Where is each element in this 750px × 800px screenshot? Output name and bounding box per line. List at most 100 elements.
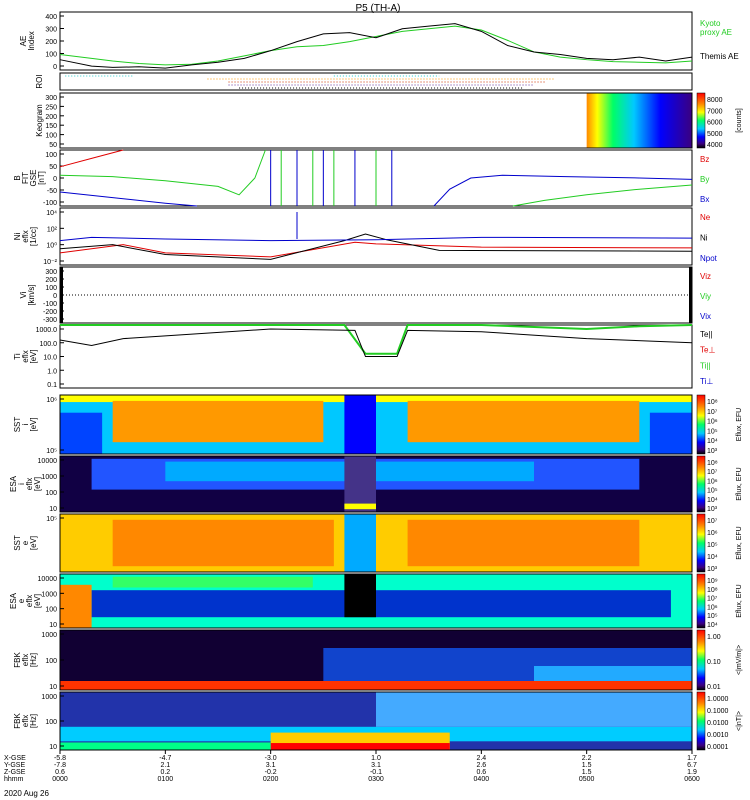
keogram-ylabel: Keogram — [35, 104, 44, 137]
esa-electron-ylabel: eflx — [25, 595, 34, 607]
sst-electron-ytick-tick: 10⁵ — [46, 516, 57, 523]
keogram-ytick-tick: 250 — [45, 104, 57, 111]
x-axis-tick-label: -3.0 — [265, 755, 277, 762]
esa-electron-ytick-tick: 10000 — [38, 576, 58, 583]
velocity-ylabel: Vi — [19, 291, 28, 298]
x-axis-row-label: hhmm — [4, 776, 24, 783]
bfield-ytick-tick: 100 — [45, 152, 57, 159]
sst-electron-ylabel: SST — [13, 535, 22, 551]
bfield-legend-1: By — [700, 175, 709, 184]
x-axis-tick-label: 2.1 — [160, 762, 170, 769]
sst-electron-colorbar-tick: 10⁵ — [707, 542, 718, 549]
esa-ion-ylabel: ESA — [9, 475, 18, 492]
sst-electron-colorbar-tick: 10⁴ — [707, 554, 718, 561]
bfield-by-2 — [512, 184, 693, 207]
esa-ion-region-3 — [344, 456, 376, 512]
sst-ion-region-5 — [60, 412, 103, 454]
fbk-b-ylabel: [Hz] — [29, 714, 38, 728]
esa-electron-ytick-tick: 10 — [49, 622, 57, 629]
temperature-ytick-tick: 10.0 — [43, 355, 57, 362]
velocity-ytick-tick: -300 — [43, 317, 57, 324]
keogram-colorbar-tick: 7000 — [707, 108, 723, 115]
bfield-legend-0: Bz — [700, 155, 709, 164]
esa-electron-colorbar — [696, 573, 706, 629]
fbk-b-region-4 — [376, 692, 692, 727]
sst-electron-colorbar-tick: 10⁶ — [707, 530, 718, 537]
fbk-b-colorbar-tick: 1.0000 — [707, 696, 729, 703]
sst-electron-panel-frame — [59, 513, 693, 573]
x-axis-tick-label: 3.1 — [371, 762, 381, 769]
keogram-colorbar-tick: 4000 — [707, 142, 723, 149]
x-axis-tick-label: 0000 — [52, 776, 68, 783]
x-axis-tick-label: 0400 — [474, 776, 490, 783]
density-ytick-tick: 10² — [47, 226, 58, 233]
fbk-b-ylabel: eflx — [21, 715, 30, 727]
fbk-b-colorbar — [696, 691, 706, 751]
sst-ion-ylabel: [eV] — [29, 417, 38, 431]
bfield-ylabel: [nT] — [37, 171, 46, 185]
esa-ion-colorbar-tick: 10⁸ — [707, 460, 718, 467]
x-axis-tick-label: 2.4 — [476, 755, 486, 762]
x-axis-tick-label: 3.1 — [266, 762, 276, 769]
fbk-e-ylabel: FBK — [13, 652, 22, 668]
x-axis-tick-label: 0.2 — [160, 769, 170, 776]
esa-electron-colorbar-tick: 10⁹ — [707, 578, 718, 585]
esa-electron-region-2 — [60, 584, 92, 628]
keogram-ytick-tick: 50 — [49, 142, 57, 149]
temperature-ylabel: eflx — [21, 350, 30, 362]
esa-ion-colorbar-tick: 10⁷ — [707, 469, 718, 476]
x-axis-row-label: Z-GSE — [4, 769, 26, 776]
esa-electron-ytick-tick: 1000 — [41, 591, 57, 598]
velocity-ytick-tick: -200 — [43, 309, 57, 316]
fbk-e-ylabel: [Hz] — [29, 653, 38, 667]
temperature-ti-par — [60, 324, 693, 355]
temperature-ylabel: [eV] — [29, 349, 38, 363]
temperature-ytick-tick: 1000.0 — [36, 327, 58, 334]
velocity-legend-0: Viz — [700, 272, 711, 281]
esa-electron-region-4 — [112, 576, 313, 588]
density-ytick-tick: 10⁰ — [46, 242, 57, 250]
ae-ytick-tick: 400 — [45, 14, 57, 21]
sst-electron-colorbar — [696, 513, 706, 573]
esa-electron-region-3 — [344, 574, 376, 618]
fbk-e-colorbar-tick: 0.01 — [707, 684, 721, 691]
ae-ytick-tick: 200 — [45, 39, 57, 46]
bfield-ytick-tick: 50 — [49, 164, 57, 171]
fbk-e-ytick-tick: 100 — [45, 658, 57, 665]
x-axis-tick-label: 2.2 — [582, 755, 592, 762]
x-axis-tick-label: 0.6 — [476, 769, 486, 776]
fbk-e-colorbar-tick: 0.10 — [707, 659, 721, 666]
density-legend-2: Npot — [700, 254, 718, 263]
esa-ion-colorbar-tick: 10⁴ — [707, 497, 718, 504]
keogram-ytick-tick: 200 — [45, 114, 57, 121]
sst-ion-region-4 — [344, 395, 376, 454]
esa-electron-ylabel: ESA — [9, 592, 18, 609]
x-axis-tick-label: 1.5 — [582, 769, 592, 776]
esa-ion-colorbar-tick: 10⁵ — [707, 488, 718, 495]
x-axis-row-label: Y-GSE — [4, 762, 25, 769]
roi-ylabel: ROI — [35, 74, 44, 88]
x-axis-tick-label: 0600 — [684, 776, 700, 783]
x-axis-tick-label: 0300 — [368, 776, 384, 783]
esa-electron-region-1 — [91, 590, 671, 618]
sst-electron-ylabel: [eV] — [29, 536, 38, 550]
esa-electron-panel-frame — [59, 573, 693, 629]
esa-electron-ylabel: e — [17, 598, 26, 603]
ae-legend-themis: Themis AE — [700, 52, 739, 61]
density-ytick-tick: 10⁻² — [43, 259, 57, 266]
velocity-legend-1: Viy — [700, 292, 711, 301]
esa-ion-colorbar-label: Eflux, EFU — [736, 467, 743, 500]
keogram-ytick-tick: 150 — [45, 123, 57, 130]
sst-ion-colorbar-label: Eflux, EFU — [736, 408, 743, 441]
temperature-legend-3: Ti⊥ — [700, 377, 713, 386]
x-axis-tick-label: 1.7 — [687, 755, 697, 762]
esa-electron-colorbar-label: Eflux, EFU — [736, 584, 743, 617]
x-axis-tick-label: -0.1 — [370, 769, 382, 776]
esa-ion-ytick-tick: 10000 — [38, 458, 58, 465]
sst-ion-region-3 — [407, 400, 640, 443]
fbk-b-colorbar-tick: 0.1000 — [707, 708, 729, 715]
x-axis-tick-label: -5.8 — [54, 755, 66, 762]
x-axis-tick-label: 0.6 — [55, 769, 65, 776]
esa-electron-ylabel: [eV] — [33, 594, 42, 608]
density-ytick-tick: 10⁴ — [46, 210, 57, 217]
